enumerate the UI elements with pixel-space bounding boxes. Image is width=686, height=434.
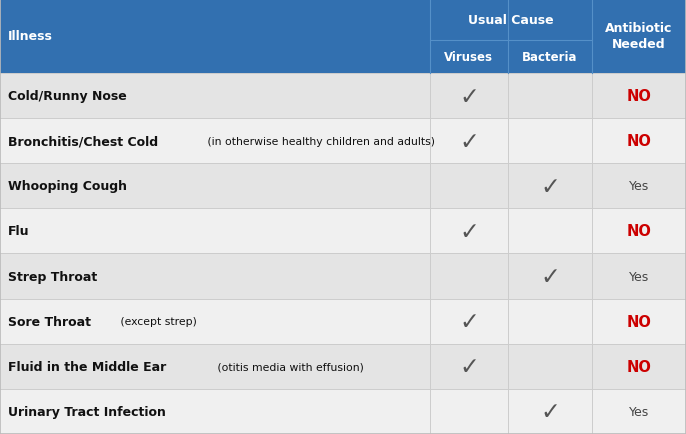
Text: (otitis media with effusion): (otitis media with effusion) <box>215 362 364 372</box>
Text: NO: NO <box>626 224 652 239</box>
Text: Fluid in the Middle Ear: Fluid in the Middle Ear <box>8 360 167 373</box>
Bar <box>0 344 686 389</box>
Text: Illness: Illness <box>8 30 53 43</box>
Text: ✓: ✓ <box>459 220 479 243</box>
Text: ✓: ✓ <box>459 355 479 378</box>
Text: Cold/Runny Nose: Cold/Runny Nose <box>8 90 127 103</box>
Text: NO: NO <box>626 89 652 104</box>
Bar <box>0 299 686 344</box>
Text: NO: NO <box>626 134 652 149</box>
Bar <box>0 389 686 434</box>
Text: ✓: ✓ <box>540 174 560 198</box>
Text: Usual Cause: Usual Cause <box>469 14 554 27</box>
Text: Bronchitis/Chest Cold: Bronchitis/Chest Cold <box>8 135 158 148</box>
Text: Strep Throat: Strep Throat <box>8 270 97 283</box>
Text: ✓: ✓ <box>540 264 560 288</box>
Text: Bacteria: Bacteria <box>522 51 578 64</box>
Text: NO: NO <box>626 314 652 329</box>
Text: ✓: ✓ <box>459 129 479 153</box>
Bar <box>0 254 686 299</box>
Text: (in otherwise healthy children and adults): (in otherwise healthy children and adult… <box>204 136 435 146</box>
Bar <box>0 209 686 254</box>
Text: NO: NO <box>626 359 652 374</box>
Text: Flu: Flu <box>8 225 29 238</box>
Text: ✓: ✓ <box>459 309 479 333</box>
Text: Yes: Yes <box>629 405 649 418</box>
Bar <box>0 74 686 119</box>
Text: Viruses: Viruses <box>445 51 493 64</box>
Text: Antibiotic
Needed: Antibiotic Needed <box>605 23 673 51</box>
Text: Urinary Tract Infection: Urinary Tract Infection <box>8 405 166 418</box>
Text: ✓: ✓ <box>540 400 560 424</box>
Bar <box>0 119 686 164</box>
Text: Yes: Yes <box>629 180 649 193</box>
Text: Yes: Yes <box>629 270 649 283</box>
Text: Whooping Cough: Whooping Cough <box>8 180 127 193</box>
Bar <box>0 164 686 209</box>
Text: Sore Throat: Sore Throat <box>8 315 91 328</box>
Text: ✓: ✓ <box>459 84 479 108</box>
Text: (except strep): (except strep) <box>117 316 198 326</box>
Bar <box>0 0 686 74</box>
